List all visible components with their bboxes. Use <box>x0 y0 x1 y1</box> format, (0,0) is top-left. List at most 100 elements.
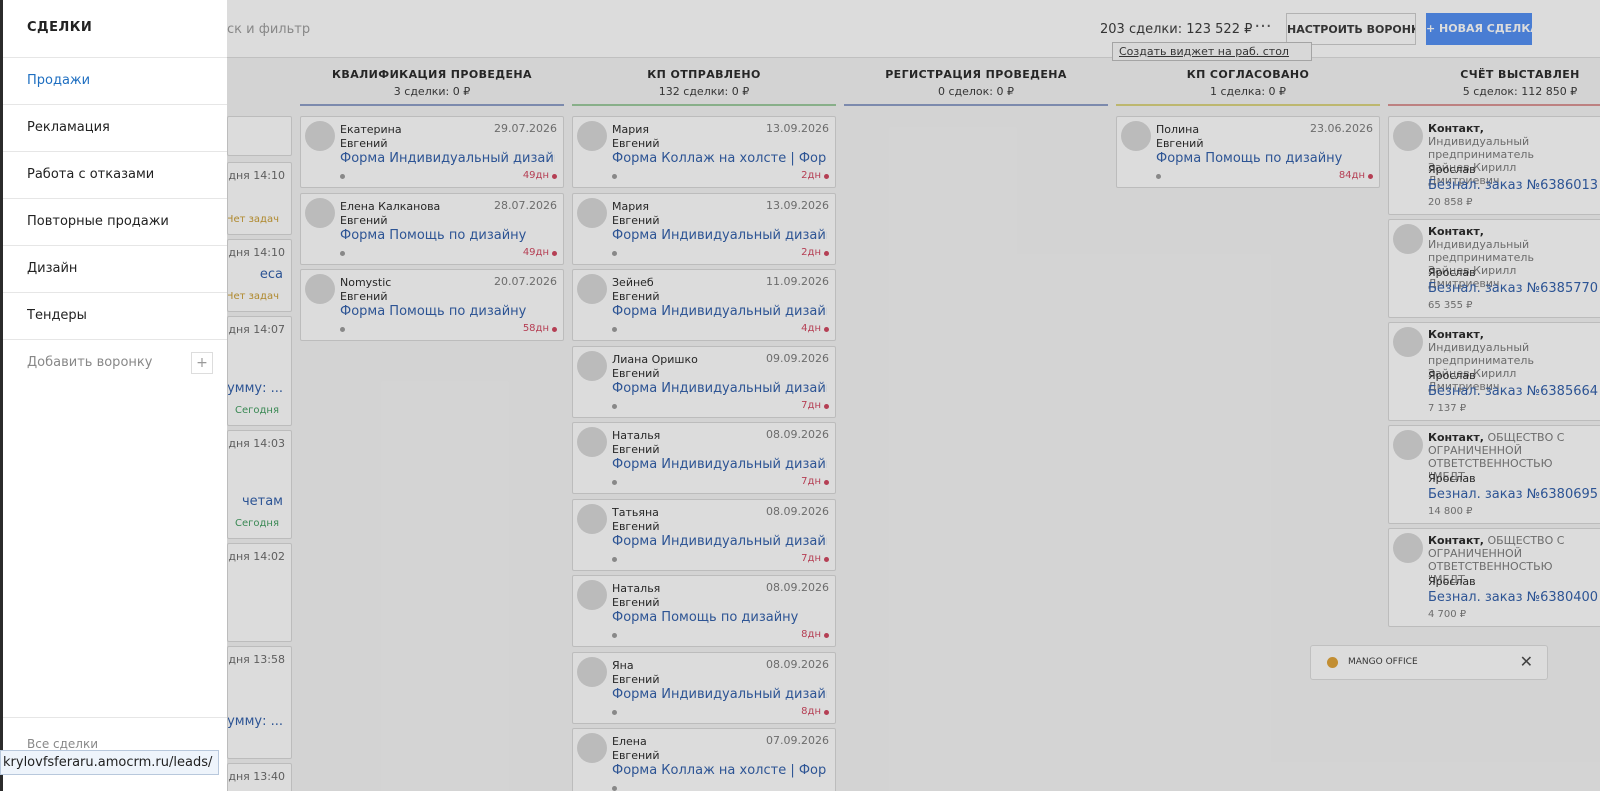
card-time: егодня 13:40 <box>228 770 285 783</box>
contact-name: Nomystic <box>340 276 392 289</box>
contact-name: Елена <box>612 735 647 748</box>
card-link[interactable]: четам <box>241 494 283 509</box>
card-time: егодня 14:10 <box>228 246 285 259</box>
column-line <box>300 104 564 106</box>
card[interactable]: Контакт, Индивидуальный предприниматель … <box>1388 322 1600 421</box>
more-button[interactable]: ··· <box>1254 16 1272 37</box>
dot <box>552 327 557 332</box>
nav-item[interactable]: Работа с отказами <box>27 167 155 182</box>
contact-name: Наталья <box>612 429 661 442</box>
card: егодня 14:10 Нет задач <box>227 162 292 235</box>
card[interactable]: Елена 07.09.2026 Евгений Форма Коллаж на хо… <box>572 728 836 791</box>
nav-item[interactable]: Тендеры <box>27 308 87 323</box>
nav-item[interactable]: Дизайн <box>27 261 78 276</box>
divider <box>3 57 227 58</box>
card-link[interactable]: Форма Коллаж на холсте | Формат к... <box>612 151 827 166</box>
avatar <box>577 197 607 228</box>
card[interactable]: Полина 23.06.2026 Евгений Форма Помощь по д… <box>1116 116 1380 188</box>
card-link[interactable]: Форма Индивидуальный дизайн фот... <box>612 304 827 319</box>
contact-name: Мария <box>612 123 649 136</box>
card-link[interactable]: Безнал. заказ №6385664 <box>1428 384 1599 399</box>
card-link[interactable]: еса <box>259 267 283 282</box>
avatar <box>577 503 607 534</box>
add-pipeline[interactable]: Добавить воронку <box>27 355 153 370</box>
contact-name: Екатерина <box>340 123 402 136</box>
divider <box>3 198 227 199</box>
card[interactable]: Зейнеб 11.09.2026 Евгений Форма Индивидуаль… <box>572 269 836 341</box>
owner: Евгений <box>612 519 660 533</box>
nav-item[interactable]: Продажи <box>27 73 91 88</box>
card[interactable]: Контакт, Индивидуальный предприниматель … <box>1388 219 1600 318</box>
card[interactable]: Наталья 08.09.2026 Евгений Форма Индивидуал… <box>572 422 836 494</box>
days: 8дн <box>801 629 821 640</box>
card-link[interactable]: Форма Помощь по дизайну <box>1156 151 1343 166</box>
card-link[interactable]: Форма Индивидуальный дизайн фот... <box>340 151 555 166</box>
owner: Евгений <box>612 596 660 609</box>
card-link[interactable]: сумму: ... <box>227 714 283 729</box>
days: 2дн <box>801 246 821 258</box>
card-link[interactable]: Форма Индивидуальный дизайн фот... <box>612 533 827 549</box>
card: егодня 14:02 <box>227 543 292 642</box>
card-link[interactable]: Безнал. заказ №6380400 <box>1428 590 1599 605</box>
column-line <box>572 104 836 106</box>
card-link[interactable]: сумму: ... <box>227 381 283 396</box>
card-link[interactable]: Безнал. заказ №6385770 <box>1428 281 1599 296</box>
sum: 20 858 ₽ <box>1428 197 1473 208</box>
card[interactable]: Мария 13.09.2026 Евгений Форма Индивидуальн… <box>572 192 836 265</box>
tooltip[interactable]: Создать виджет на раб. стол <box>1112 42 1312 61</box>
new-deal-button[interactable]: + НОВАЯ СДЕЛКА <box>1426 13 1532 45</box>
company: ОБЩЕСТВО С ОГРАНИЧЕННОЙ ОТВЕТСТВЕННОСТЬЮ… <box>1428 534 1565 586</box>
card-date: 13.09.2026 <box>766 198 829 212</box>
nav-item[interactable]: Повторные продажи <box>27 214 169 229</box>
card-link[interactable]: Форма Индивидуальный дизайн фот... <box>612 686 827 702</box>
card-link[interactable]: Форма Помощь по дизайну <box>340 227 527 243</box>
contact-label: Контакт, <box>1428 225 1484 238</box>
dot <box>612 327 617 332</box>
nav-item[interactable]: Рекламация <box>27 120 110 135</box>
card[interactable]: Лиана Оришко 09.09.2026 Евгений Форма Индив… <box>572 345 836 418</box>
card[interactable]: Елена Калканова 28.07.2026 Евгений Форма По… <box>300 192 564 265</box>
all-deals[interactable]: Все сделки <box>27 737 99 751</box>
card-link[interactable]: Форма Помощь по дизайну <box>340 304 527 319</box>
column-line <box>844 104 1108 106</box>
dot <box>612 709 617 715</box>
card-date: 29.07.2026 <box>494 122 557 135</box>
add-button[interactable]: + <box>191 352 213 374</box>
card[interactable]: Наталья 08.09.2026 Евгений Форма Помощь по … <box>572 575 836 647</box>
card[interactable]: Контакт, Индивидуальный предприниматель … <box>1388 116 1600 215</box>
owner: Евгений <box>612 290 660 303</box>
widget[interactable]: MANGO OFFICE ✕ <box>1310 645 1548 680</box>
card-status: Нет задач <box>227 291 279 302</box>
owner: Ярослав <box>1428 369 1476 382</box>
company: Индивидуальный предприниматель Зайцев Ки… <box>1428 238 1534 290</box>
card[interactable]: Контакт, ОБЩЕСТВО С ОГРАНИЧЕННОЙ ОТВЕТСТ… <box>1388 425 1600 524</box>
avatar <box>1393 533 1423 563</box>
card[interactable]: Мария 13.09.2026 Евгений Форма Коллаж на хо… <box>572 116 836 188</box>
card: егодня 13:40 <box>227 763 292 791</box>
widget-close[interactable]: ✕ <box>1519 652 1533 671</box>
card-link[interactable]: Форма Коллаж на холсте | Формат к... <box>612 763 827 778</box>
divider <box>3 292 227 293</box>
card[interactable]: Яна 08.09.2026 Евгений Форма Индивидуальный… <box>572 651 836 724</box>
search[interactable]: ск и фильтр <box>227 22 311 37</box>
divider <box>3 339 227 340</box>
card[interactable]: Екатерина 29.07.2026 Евгений Форма Индивиду… <box>300 116 564 188</box>
card-link[interactable]: Форма Помощь по дизайну <box>612 610 799 625</box>
card-link[interactable]: Безнал. заказ №6380695 <box>1428 487 1599 502</box>
card[interactable]: Татьяна 08.09.2026 Евгений Форма Индивидуал… <box>572 498 836 571</box>
widget-icon <box>1327 657 1338 668</box>
contact-name: Елена Калканова <box>340 199 441 213</box>
owner: Евгений <box>612 672 660 686</box>
card-date: 11.09.2026 <box>766 275 829 288</box>
card[interactable]: Контакт, ОБЩЕСТВО С ОГРАНИЧЕННОЙ ОТВЕТСТ… <box>1388 528 1600 627</box>
card-link[interactable]: Форма Индивидуальный дизайн фот... <box>612 457 827 472</box>
contact-label: Контакт, <box>1428 534 1484 547</box>
card-link[interactable]: Форма Индивидуальный дизайн фот... <box>612 227 827 243</box>
card-link[interactable]: Форма Индивидуальный дизайн фот... <box>612 380 827 396</box>
divider <box>3 245 227 246</box>
card-status: Сегодня <box>235 405 279 416</box>
card[interactable]: Nomystic 20.07.2026 Евгений Форма Помощь по… <box>300 269 564 341</box>
card-link[interactable]: Безнал. заказ №6386013 <box>1428 178 1599 193</box>
setup-button[interactable]: НАСТРОИТЬ ВОРОНКУ <box>1286 13 1416 45</box>
